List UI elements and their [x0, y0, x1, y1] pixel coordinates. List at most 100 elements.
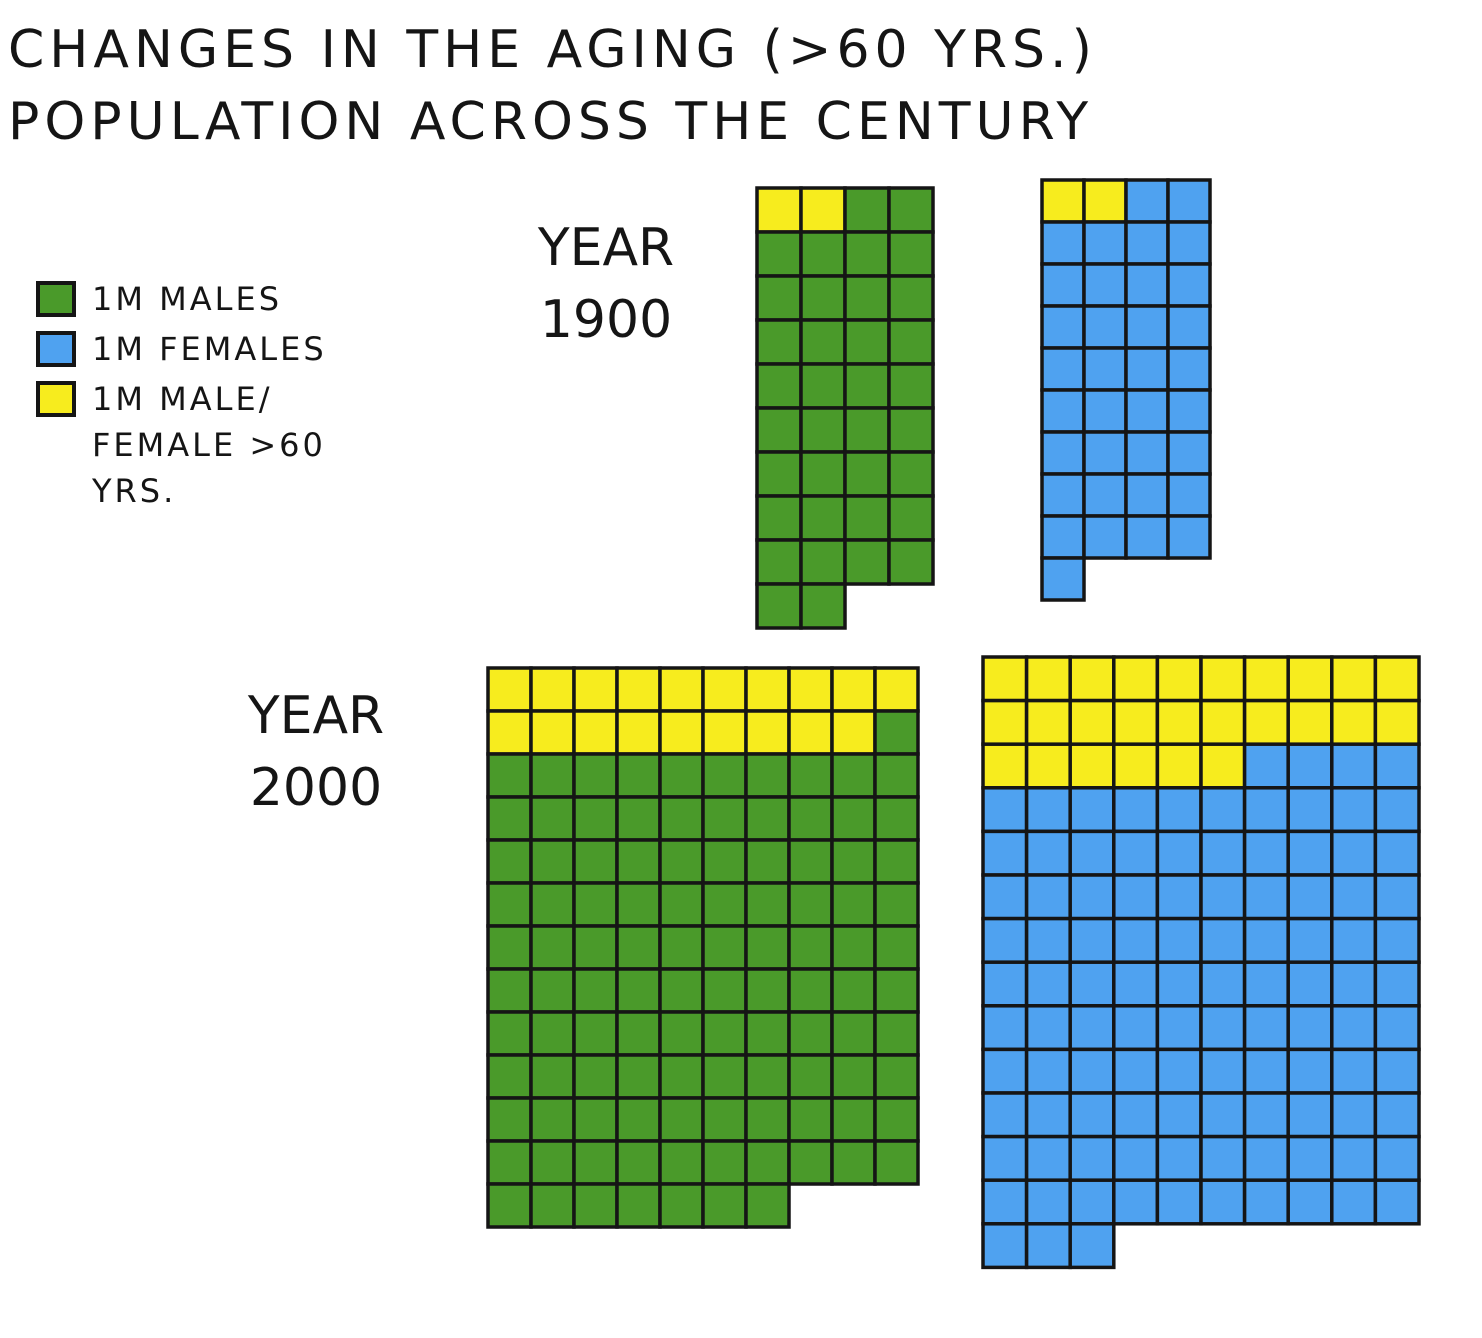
unit-square-females-2000 — [1373, 960, 1421, 1008]
block-1900-females — [1040, 178, 1212, 602]
unit-square-females-2000 — [1199, 960, 1247, 1008]
unit-square-over-60-2000 — [787, 666, 834, 713]
unit-square-males-2000 — [486, 967, 533, 1014]
legend-swatch-females — [36, 331, 76, 367]
unit-square-males-1900 — [887, 274, 935, 322]
unit-square-females-2000 — [1330, 1091, 1378, 1139]
unit-square-females-2000 — [1330, 873, 1378, 921]
unit-square-females-1900 — [1082, 304, 1128, 350]
unit-square-males-2000 — [529, 881, 576, 928]
unit-square-males-1900 — [843, 274, 891, 322]
unit-square-males-2000 — [572, 1182, 619, 1229]
unit-square-males-2000 — [830, 1139, 877, 1186]
unit-square-males-1900 — [755, 274, 803, 322]
unit-square-females-2000 — [1199, 1178, 1247, 1226]
unit-square-females-2000 — [1155, 960, 1203, 1008]
unit-square-over-60-2000 — [1024, 698, 1072, 746]
legend-item-females: 1M FEMALES — [36, 324, 456, 374]
unit-square-males-2000 — [701, 1053, 748, 1100]
unit-square-males-2000 — [830, 1010, 877, 1057]
unit-square-males-2000 — [529, 838, 576, 885]
unit-square-females-2000 — [1112, 1134, 1160, 1182]
unit-square-males-2000 — [744, 1010, 791, 1057]
unit-square-males-2000 — [486, 1053, 533, 1100]
unit-square-males-2000 — [744, 752, 791, 799]
unit-square-males-2000 — [658, 924, 705, 971]
unit-square-females-2000 — [981, 1178, 1029, 1226]
unit-square-over-60-2000 — [830, 666, 877, 713]
unit-square-males-1900 — [799, 494, 847, 542]
unit-square-over-60-2000 — [615, 709, 662, 756]
unit-square-males-2000 — [615, 1139, 662, 1186]
unit-square-males-2000 — [529, 924, 576, 971]
unit-square-females-2000 — [1373, 1047, 1421, 1095]
unit-square-over-60-2000 — [701, 709, 748, 756]
unit-square-females-2000 — [1373, 742, 1421, 790]
unit-square-males-2000 — [572, 838, 619, 885]
unit-square-males-1900 — [755, 362, 803, 410]
unit-square-over-60-2000 — [572, 666, 619, 713]
unit-square-females-1900 — [1124, 472, 1170, 518]
unit-square-males-2000 — [701, 881, 748, 928]
unit-square-males-2000 — [615, 881, 662, 928]
unit-square-over-60-2000 — [981, 698, 1029, 746]
unit-square-over-60-2000 — [1242, 655, 1290, 703]
unit-square-females-1900 — [1124, 388, 1170, 434]
unit-square-over-60-2000 — [572, 709, 619, 756]
unit-square-females-1900 — [1040, 346, 1086, 392]
unit-square-females-2000 — [1155, 873, 1203, 921]
unit-square-females-2000 — [1112, 960, 1160, 1008]
unit-square-males-2000 — [787, 881, 834, 928]
unit-square-males-2000 — [615, 967, 662, 1014]
unit-square-females-2000 — [1286, 1178, 1334, 1226]
unit-square-over-60-2000 — [529, 666, 576, 713]
unit-square-females-1900 — [1082, 262, 1128, 308]
unit-square-males-2000 — [572, 924, 619, 971]
unit-square-females-2000 — [1373, 1091, 1421, 1139]
unit-square-females-2000 — [1024, 786, 1072, 834]
unit-square-males-1900 — [755, 582, 803, 630]
unit-square-over-60-2000 — [787, 709, 834, 756]
unit-square-females-2000 — [1330, 916, 1378, 964]
unit-square-females-2000 — [1373, 786, 1421, 834]
unit-square-males-2000 — [873, 881, 920, 928]
unit-square-females-1900 — [1166, 262, 1212, 308]
unit-square-females-2000 — [1330, 1178, 1378, 1226]
unit-square-females-2000 — [1286, 1091, 1334, 1139]
unit-square-over-60-2000 — [744, 666, 791, 713]
unit-square-females-2000 — [1068, 873, 1116, 921]
unit-square-males-2000 — [830, 752, 877, 799]
unit-square-over-60-2000 — [1112, 655, 1160, 703]
unit-square-females-2000 — [1068, 916, 1116, 964]
unit-square-males-1900 — [799, 406, 847, 454]
unit-square-females-2000 — [981, 786, 1029, 834]
unit-square-males-2000 — [744, 1096, 791, 1143]
unit-square-males-2000 — [658, 967, 705, 1014]
unit-square-females-1900 — [1124, 304, 1170, 350]
unit-square-females-2000 — [1286, 873, 1334, 921]
year-label-2000: YEAR 2000 — [206, 680, 426, 824]
unit-square-males-1900 — [843, 362, 891, 410]
unit-square-males-2000 — [744, 795, 791, 842]
unit-square-females-2000 — [1155, 1004, 1203, 1052]
unit-square-males-2000 — [658, 1182, 705, 1229]
unit-square-over-60-2000 — [830, 709, 877, 756]
unit-square-females-2000 — [1112, 1047, 1160, 1095]
unit-square-males-1900 — [843, 450, 891, 498]
unit-square-over-60-2000 — [1024, 742, 1072, 790]
unit-square-over-60-2000 — [1373, 698, 1421, 746]
legend-label-males: 1M MALES — [92, 280, 282, 318]
unit-square-males-2000 — [615, 1096, 662, 1143]
unit-square-males-2000 — [572, 881, 619, 928]
unit-square-females-2000 — [1242, 1134, 1290, 1182]
unit-square-males-2000 — [701, 1010, 748, 1057]
unit-square-males-2000 — [830, 967, 877, 1014]
unit-square-females-1900 — [1082, 220, 1128, 266]
unit-square-males-2000 — [486, 752, 533, 799]
unit-square-females-2000 — [981, 873, 1029, 921]
block-1900-males — [755, 186, 935, 630]
unit-square-over-60-1900 — [1040, 178, 1086, 224]
unit-square-males-1900 — [887, 406, 935, 454]
unit-square-males-2000 — [830, 1053, 877, 1100]
